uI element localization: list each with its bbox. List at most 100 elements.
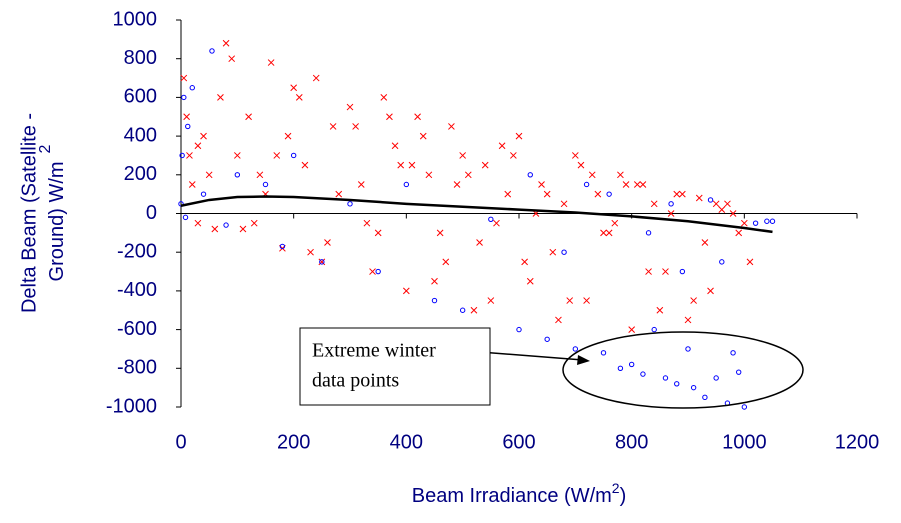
- x-marker: [600, 229, 607, 237]
- x-marker: [487, 297, 495, 304]
- x-marker: [605, 229, 613, 237]
- x-marker: [402, 287, 410, 295]
- x-marker: [419, 132, 427, 140]
- x-marker: [194, 219, 202, 227]
- x-marker: [239, 225, 247, 233]
- circle-marker: [209, 48, 215, 54]
- circle-marker: [617, 365, 624, 371]
- y-tick-label: 800: [124, 47, 157, 69]
- x-marker: [335, 190, 343, 198]
- y-tick-label: 200: [124, 163, 157, 185]
- circle-marker: [702, 394, 708, 401]
- circle-marker: [606, 191, 612, 197]
- circle-marker: [459, 307, 466, 313]
- x-marker: [481, 161, 489, 169]
- circle-marker: [752, 220, 759, 226]
- x-marker: [633, 181, 641, 188]
- circle-marker: [561, 249, 567, 255]
- plot-area: -1000 -800 -600 -400 -200 0 200 400 600 800 1000 0 2…: [106, 8, 879, 453]
- x-marker: [352, 123, 359, 130]
- circle-marker: [764, 218, 770, 224]
- y-tick-label: 400: [124, 124, 157, 146]
- x-marker: [183, 113, 190, 121]
- x-marker: [510, 152, 517, 159]
- x-marker: [645, 268, 652, 275]
- x-marker: [588, 171, 596, 179]
- x-marker: [380, 94, 388, 101]
- x-marker: [228, 55, 236, 63]
- x-tick-label: 600: [502, 431, 535, 453]
- circle-marker: [769, 218, 776, 224]
- x-marker: [188, 181, 196, 188]
- x-marker: [521, 258, 528, 266]
- x-marker: [571, 152, 579, 159]
- circle-marker: [674, 381, 680, 387]
- x-marker: [386, 113, 393, 121]
- circle-marker: [290, 152, 297, 159]
- x-marker: [667, 210, 675, 217]
- y-tick-label: -800: [117, 357, 157, 379]
- circle-marker: [178, 201, 184, 207]
- circle-marker: [736, 369, 742, 375]
- x-marker: [324, 239, 331, 246]
- y-title-text: Ground) W/m: [46, 161, 68, 281]
- x-marker: [493, 219, 500, 227]
- x-marker: [186, 152, 193, 159]
- circle-marker: [185, 123, 191, 130]
- x-tick-label: 400: [390, 431, 423, 453]
- x-marker: [555, 316, 562, 324]
- circle-marker: [375, 268, 381, 275]
- x-marker: [707, 287, 714, 295]
- x-tick-label: 800: [615, 431, 648, 453]
- x-marker: [470, 306, 478, 314]
- x-marker: [504, 190, 512, 198]
- circle-marker: [668, 201, 674, 207]
- x-marker: [729, 210, 737, 217]
- circle-marker: [431, 297, 438, 304]
- x-title-sup: 2: [612, 480, 620, 496]
- circle-marker: [741, 404, 748, 410]
- y-tick-label: -400: [117, 279, 157, 301]
- x-marker: [679, 190, 686, 198]
- circle-marker: [544, 336, 550, 342]
- circle-marker: [640, 371, 646, 377]
- x-marker: [459, 152, 467, 159]
- x-marker: [307, 248, 314, 256]
- circle-marker: [527, 172, 533, 178]
- x-marker: [566, 297, 574, 304]
- x-marker: [369, 268, 376, 275]
- circle-marker: [662, 375, 669, 381]
- annotation-arrow: [479, 351, 584, 361]
- circle-marker: [200, 191, 207, 197]
- x-marker: [318, 258, 326, 266]
- x-marker: [363, 219, 371, 227]
- x-marker: [374, 229, 382, 237]
- x-marker: [431, 277, 438, 285]
- x-tick-label: 1000: [722, 431, 767, 453]
- circle-marker: [182, 214, 189, 221]
- x-marker: [397, 161, 405, 169]
- circle-marker: [403, 181, 410, 188]
- circle-marker: [685, 346, 691, 352]
- x-marker: [538, 181, 545, 188]
- x-marker: [746, 258, 754, 266]
- x-marker: [594, 190, 602, 198]
- x-marker: [740, 219, 748, 227]
- x-marker: [448, 123, 455, 130]
- annotation-box: [299, 327, 491, 406]
- x-marker: [549, 248, 557, 256]
- circle-marker: [600, 350, 607, 356]
- circle-marker: [645, 230, 652, 236]
- y-axis-title: Delta Beam (Satellite - Ground) W/m 2: [18, 113, 68, 313]
- circle-marker: [516, 326, 522, 333]
- x-marker: [690, 297, 697, 304]
- circle-marker: [279, 243, 286, 250]
- x-marker: [735, 229, 743, 237]
- circle-marker: [628, 361, 635, 368]
- x-marker: [617, 171, 624, 179]
- x-tick-label: 1200: [835, 431, 880, 453]
- x-axis-title: Beam Irradiance (W/m2): [412, 480, 627, 508]
- circle-marker: [223, 222, 229, 228]
- circle-marker: [179, 152, 185, 159]
